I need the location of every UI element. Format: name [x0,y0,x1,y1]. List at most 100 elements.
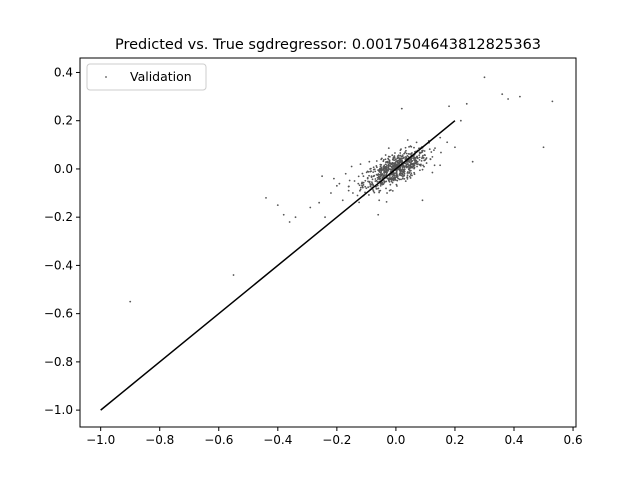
data-point [359,163,362,166]
data-point [400,174,403,177]
data-point [413,166,416,169]
data-point [388,189,391,192]
plot-frame [79,57,577,428]
data-point [378,173,381,176]
data-point [369,182,372,185]
data-point [415,161,418,163]
data-point [401,168,404,171]
data-point [400,157,403,160]
data-point [395,183,398,186]
data-point [375,187,378,190]
data-point [358,201,360,204]
data-point [409,164,412,167]
data-point [404,157,407,160]
data-point [542,146,545,149]
data-point [389,168,392,171]
data-point [369,170,372,173]
x-tick-label: −0.4 [263,433,292,447]
data-point [401,175,404,178]
data-point [368,180,371,183]
data-point [410,145,413,148]
data-point [129,300,132,303]
data-point [389,175,391,177]
data-point [387,179,390,181]
x-tick-label: −1.0 [86,433,115,447]
y-tick-label: 0.4 [54,65,73,79]
data-point [383,172,386,175]
data-point [399,174,401,177]
plot-area [100,76,554,411]
data-point [387,155,390,158]
data-point [379,189,382,192]
data-point [414,160,417,162]
data-point [424,154,426,157]
data-point [366,176,369,179]
data-point [387,165,390,168]
data-point [408,153,411,155]
data-point [430,151,433,153]
data-point [431,155,434,158]
data-point [409,160,411,162]
data-point [396,161,399,164]
data-point [394,165,396,168]
data-point [381,181,384,184]
data-point [423,159,426,162]
data-point [400,178,402,181]
x-tick-label: −0.8 [145,433,174,447]
data-point [378,199,381,202]
data-point [385,180,388,183]
y-axis: −1.0 −0.8 −0.6 −0.4 −0.2 0.0 0.2 0.4 [44,65,80,417]
data-point [405,149,407,152]
x-tick-label: 0.0 [386,433,405,447]
data-point [406,154,409,157]
data-point [416,157,419,160]
data-point [404,151,407,154]
data-point [421,168,424,171]
data-point [421,199,424,202]
y-tick-label: −0.2 [44,210,73,224]
data-point [369,185,372,188]
data-point [387,157,389,160]
data-point [393,155,396,157]
data-point [318,201,321,204]
data-point [388,162,391,164]
data-point [395,160,398,163]
data-point [382,160,385,163]
data-point [465,102,468,105]
data-point [396,185,398,187]
data-point [401,177,404,180]
data-point [406,139,409,141]
data-point [358,189,361,192]
data-point [361,181,363,184]
data-point [414,157,416,160]
data-point [362,175,365,178]
data-point [483,76,486,79]
data-point [385,187,387,190]
data-point [406,163,409,165]
data-point [501,93,504,96]
data-point [385,166,388,168]
data-point [380,167,383,169]
data-point [403,172,406,175]
data-point [359,186,362,189]
data-point [454,146,456,149]
data-point [379,182,382,185]
data-point [406,172,409,174]
data-point [385,168,388,171]
data-point [418,169,421,172]
data-point [390,173,393,176]
x-tick-label: 0.6 [564,433,583,447]
data-point [459,119,462,122]
data-point [423,150,426,152]
y-tick-label: −1.0 [44,403,73,417]
data-point [439,164,442,167]
data-point [422,154,424,157]
data-point [382,168,385,170]
data-point [348,179,351,182]
data-point [372,166,375,169]
data-point [357,182,360,185]
data-point [400,148,402,151]
data-point [410,166,413,168]
data-point [404,146,407,149]
